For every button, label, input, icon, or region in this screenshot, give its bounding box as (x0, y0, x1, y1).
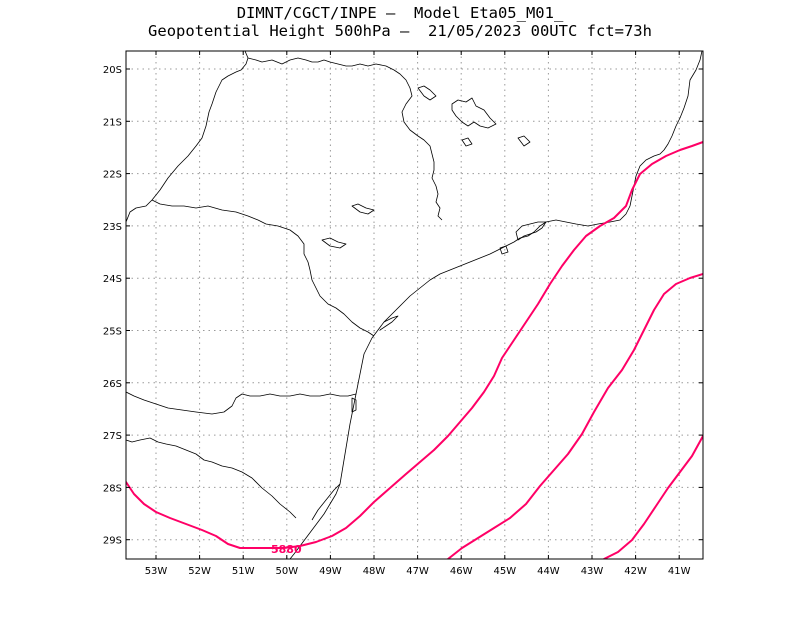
map-title: DIMNT/CGCT/INPE – Model Eta05_M01_ Geopo… (0, 4, 800, 40)
contour-line (447, 273, 703, 559)
graticule (126, 51, 703, 559)
lat-label: 25S (103, 327, 122, 338)
border-sp-pr (151, 199, 375, 337)
lat-label: 22S (103, 170, 122, 181)
contour-label: 5880 (271, 543, 302, 556)
lat-label: 27S (103, 431, 122, 442)
lon-label: 51W (232, 566, 255, 577)
lon-label: 45W (493, 566, 516, 577)
border-pr-sc (126, 391, 357, 415)
contour-line (126, 141, 703, 549)
lon-label: 42W (624, 566, 647, 577)
lon-label: 44W (537, 566, 560, 577)
lon-label: 41W (668, 566, 691, 577)
guanabara-bay (515, 221, 547, 241)
reservoir-billings (351, 203, 375, 215)
border-sc-rs (126, 437, 297, 519)
lat-label: 24S (103, 274, 122, 285)
plot-area (126, 51, 703, 559)
axis-ticks: 53W 52W 51W 50W 49W 48W 47W 46W 45W 44W 43W 42W 41W 2… (103, 51, 703, 577)
lat-label: 21S (103, 117, 122, 128)
reservoir-small-2 (461, 137, 473, 147)
title-line-2: Geopotential Height 500hPa – 21/05/2023 … (148, 22, 652, 40)
reservoir-tres-marias (417, 85, 437, 101)
lon-label: 48W (363, 566, 386, 577)
lon-label: 46W (450, 566, 473, 577)
lon-label: 49W (319, 566, 342, 577)
lon-label: 52W (188, 566, 211, 577)
plot-frame (125, 50, 704, 560)
coastline-and-borders (126, 51, 703, 559)
reservoir-small-1 (517, 135, 531, 147)
border-mg-sp (126, 51, 249, 223)
lon-label: 50W (275, 566, 298, 577)
santa-catarina-island (351, 397, 357, 413)
contour-line (603, 435, 703, 559)
lagoa-dos-patos (311, 483, 341, 521)
border-mg-sp-east (247, 57, 443, 221)
height-contours (126, 141, 703, 559)
lat-label: 28S (103, 483, 122, 494)
lat-label: 23S (103, 222, 122, 233)
lon-label: 43W (581, 566, 604, 577)
title-line-1: DIMNT/CGCT/INPE – Model Eta05_M01_ (236, 4, 564, 22)
atlantic-coastline (289, 51, 703, 559)
lon-label: 53W (145, 566, 168, 577)
reservoir-furnas (451, 97, 497, 129)
sao-sebastiao-island (499, 245, 509, 255)
lat-label: 29S (103, 536, 122, 547)
lat-label: 26S (103, 379, 122, 390)
paranagua-bay (379, 315, 399, 331)
lon-label: 47W (406, 566, 429, 577)
lat-label: 20S (103, 65, 122, 76)
reservoir-capivara (321, 237, 347, 249)
